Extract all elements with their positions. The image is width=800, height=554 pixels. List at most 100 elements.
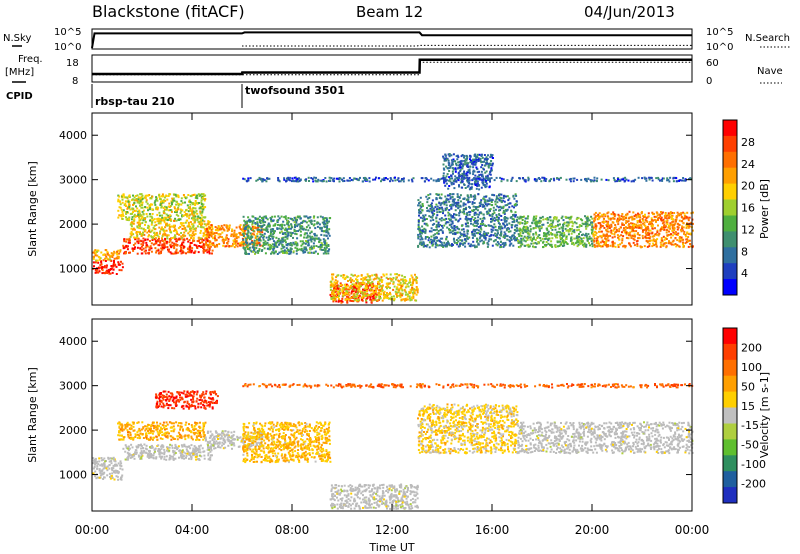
scatter-cell [171, 237, 174, 240]
scatter-cell [136, 233, 139, 236]
scatter-cell [451, 222, 454, 225]
scatter-cell [129, 235, 132, 238]
scatter-cell [595, 232, 598, 235]
scatter-cell [125, 212, 128, 215]
scatter-cell [656, 229, 659, 232]
scatter-cell [138, 216, 140, 218]
scatter-cell [226, 227, 229, 230]
scatter-cell [481, 156, 484, 159]
scatter-cell [145, 200, 148, 203]
scatter-cell [161, 237, 163, 240]
scatter-cell [121, 218, 124, 220]
scatter-cell [448, 176, 451, 179]
scatter-cell [281, 225, 283, 228]
scatter-cell [278, 251, 281, 254]
scatter-cell [365, 301, 368, 304]
scatter-cell [428, 215, 431, 218]
scatter-cell [457, 204, 460, 207]
scatter-cell [214, 234, 217, 237]
scatter-cell [440, 224, 443, 227]
scatter-cell [464, 177, 467, 180]
scatter-cell [487, 212, 490, 215]
scatter-cell [316, 225, 319, 228]
scatter-cell [170, 219, 173, 222]
scatter-cell [573, 231, 576, 234]
scatter-cell [624, 245, 627, 248]
scatter-cell [132, 211, 134, 214]
scatter-cell [687, 245, 690, 248]
scatter-cell [122, 193, 125, 196]
scatter-cell [202, 226, 205, 229]
scatter-cell [175, 200, 178, 203]
scatter-cell [141, 198, 144, 201]
scatter-cell [131, 198, 134, 201]
scatter-cell [490, 160, 493, 162]
scatter-cell [285, 247, 288, 250]
scatter-cell [437, 194, 440, 196]
scatter-cell [139, 213, 142, 216]
scatter-cell [159, 198, 162, 201]
scatter-cell [295, 252, 298, 255]
scatter-cell [578, 225, 581, 228]
scatter-cell [671, 226, 674, 229]
scatter-cell [588, 219, 591, 222]
scatter-cell [404, 298, 407, 300]
scatter-cell [311, 235, 314, 238]
scatter-cell [663, 223, 666, 226]
scatter-cell [430, 238, 432, 241]
scatter-cell [529, 230, 532, 233]
scatter-cell [145, 199, 148, 202]
scatter-cell [435, 220, 438, 223]
scatter-cell [121, 194, 124, 197]
scatter-cell [250, 233, 253, 236]
scatter-cell [203, 216, 206, 219]
scatter-cell [354, 287, 357, 290]
scatter-cell [137, 231, 140, 234]
scatter-cell [151, 221, 153, 224]
scatter-cell [178, 237, 181, 240]
scatter-cell [637, 214, 640, 217]
scatter-cell [541, 215, 544, 218]
scatter-cell [228, 245, 231, 247]
scatter-cell [189, 251, 191, 254]
scatter-cell [110, 265, 113, 267]
scatter-cell [314, 234, 316, 237]
scatter-cell [447, 153, 450, 156]
scatter-cell [146, 206, 149, 209]
scatter-cell [623, 244, 626, 247]
scatter-cell [425, 223, 428, 226]
scatter-cell [194, 211, 197, 214]
scatter-cell [128, 241, 131, 244]
scatter-cell [240, 241, 243, 244]
scatter-cell [453, 213, 455, 216]
scatter-cell [165, 213, 168, 216]
scatter-cell [239, 228, 242, 230]
scatter-cell [160, 219, 163, 222]
scatter-cell [128, 239, 131, 242]
scatter-cell [464, 163, 467, 166]
scatter-cell [547, 242, 550, 245]
scatter-cell [151, 203, 154, 206]
scatter-cell [315, 234, 318, 237]
scatter-cell [265, 236, 268, 239]
scatter-cell [519, 216, 522, 219]
scatter-cell [500, 197, 503, 200]
scatter-cell [401, 292, 404, 295]
scatter-cell [482, 217, 485, 220]
scatter-cell [266, 228, 269, 231]
scatter-cell [261, 231, 264, 234]
scatter-cell [575, 235, 578, 238]
scatter-cell [586, 220, 589, 222]
scatter-cell [483, 230, 486, 233]
scatter-cell [448, 200, 451, 203]
scatter-cell [223, 224, 226, 227]
scatter-cell [506, 217, 509, 220]
scatter-cell [461, 233, 464, 236]
scatter-cell [290, 250, 292, 253]
scatter-cell [521, 216, 524, 218]
scatter-cell [425, 245, 428, 248]
scatter-cell [468, 236, 471, 239]
scatter-cell [175, 237, 178, 240]
scatter-cell [276, 227, 279, 230]
scatter-cell [190, 223, 193, 226]
